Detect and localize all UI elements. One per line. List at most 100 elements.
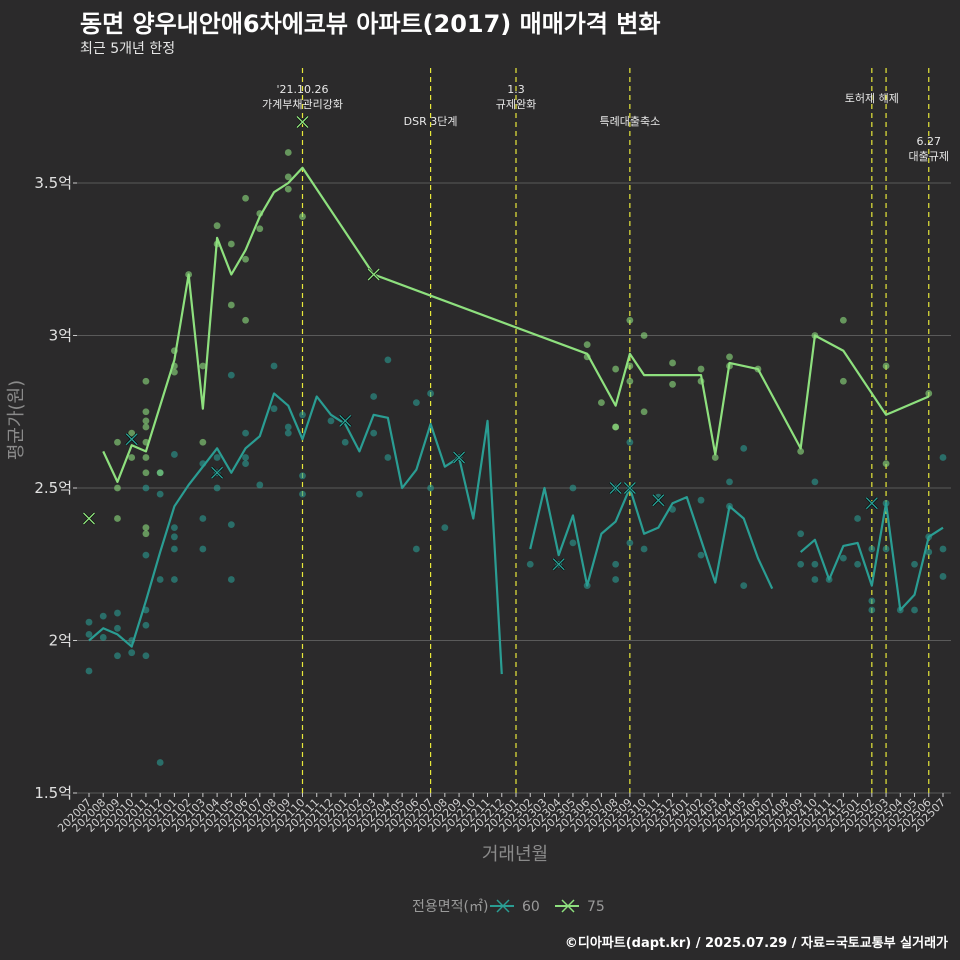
data-point [114, 652, 121, 660]
x-marker-stroke [609, 482, 622, 494]
data-point [939, 573, 947, 580]
data-point [612, 365, 620, 373]
x-marker-stroke [453, 451, 466, 464]
data-point [612, 576, 620, 583]
data-point [142, 469, 150, 477]
data-point [156, 490, 164, 498]
data-point [612, 560, 620, 568]
data-point [227, 240, 235, 248]
data-point [171, 368, 178, 376]
data-point [242, 429, 249, 437]
data-point [270, 405, 278, 413]
data-point [114, 438, 121, 446]
event-label: 대출규제 [909, 150, 949, 163]
data-point [284, 185, 292, 193]
data-point [640, 545, 648, 553]
legend-swatch-x [496, 899, 510, 913]
data-point [797, 560, 805, 568]
x-marker [609, 481, 623, 495]
legend-swatch-x [561, 899, 575, 913]
data-point [299, 411, 306, 419]
data-point [99, 612, 107, 620]
event-label: 특례대출축소 [599, 115, 660, 128]
y-tick-label: 3.5억 [34, 174, 72, 192]
x-markers [82, 115, 879, 571]
y-tick-label: 2.5억 [34, 479, 72, 497]
data-point [726, 353, 733, 361]
data-point [412, 399, 420, 406]
data-point [242, 194, 249, 202]
data-point [85, 667, 93, 675]
data-point [199, 362, 207, 370]
data-point [227, 521, 235, 528]
data-point [142, 423, 150, 431]
data-point [242, 316, 249, 324]
event-label: 규제완화 [496, 98, 536, 111]
data-point [626, 362, 634, 370]
data-point [171, 451, 178, 458]
x-marker [452, 451, 466, 464]
data-point [669, 359, 676, 367]
data-point [740, 444, 748, 452]
data-point [142, 621, 150, 629]
data-point [142, 524, 150, 532]
data-point [270, 362, 278, 370]
data-point [839, 316, 847, 324]
data-point [142, 551, 150, 559]
data-point [114, 624, 121, 632]
data-point [882, 362, 890, 370]
data-point [612, 423, 620, 431]
data-point [156, 759, 164, 766]
data-point [227, 301, 235, 309]
series-line-60 [799, 502, 944, 612]
event-label: 1.3 [507, 83, 525, 96]
data-point [299, 472, 306, 480]
x-marker-stroke [623, 482, 636, 494]
data-point [697, 551, 705, 559]
x-axis: 2020072020082020092020102020112020122021… [55, 793, 948, 835]
y-tick-label: 1.5억 [34, 784, 72, 802]
grid-lines [77, 182, 951, 794]
x-marker [623, 481, 637, 495]
data-point [626, 438, 634, 446]
data-point [811, 576, 819, 583]
series-line-60 [88, 392, 503, 675]
x-marker [338, 414, 352, 428]
data-point [868, 606, 876, 614]
x-marker-stroke [125, 433, 138, 446]
data-point [227, 371, 235, 379]
legend: 전용면적(㎡) 60 75 [412, 899, 605, 915]
data-point [626, 316, 634, 324]
data-point [142, 484, 150, 492]
data-point [356, 490, 363, 498]
event-label: 가계부채관리강화 [262, 98, 343, 111]
x-marker [82, 512, 96, 525]
chart-title: 동면 양우내안애6차에코뷰 아파트(2017) 매매가격 변화 [80, 10, 661, 38]
data-point [797, 530, 805, 538]
data-point [384, 454, 392, 461]
data-point [242, 460, 249, 467]
source-caption: ©디아파트(dapt.kr) / 2025.07.29 / 자료=국토교통부 실… [564, 936, 948, 951]
data-point [868, 545, 876, 553]
data-point [142, 408, 150, 416]
data-point [85, 631, 93, 638]
data-point [626, 539, 634, 547]
data-point [854, 560, 861, 568]
data-point [213, 484, 221, 492]
data-point [199, 545, 207, 553]
data-point [797, 448, 805, 455]
data-point [839, 377, 847, 385]
y-axis-title: 평균가(원) [6, 380, 27, 460]
data-point [854, 515, 861, 522]
data-point [839, 554, 847, 562]
data-point [171, 524, 178, 532]
x-marker [651, 493, 665, 507]
x-marker [125, 432, 139, 446]
x-marker-stroke [339, 414, 352, 427]
data-point [427, 484, 434, 492]
data-point [142, 530, 150, 538]
data-point [171, 545, 178, 553]
y-tick-label: 3억 [49, 327, 72, 345]
data-point [925, 548, 933, 556]
